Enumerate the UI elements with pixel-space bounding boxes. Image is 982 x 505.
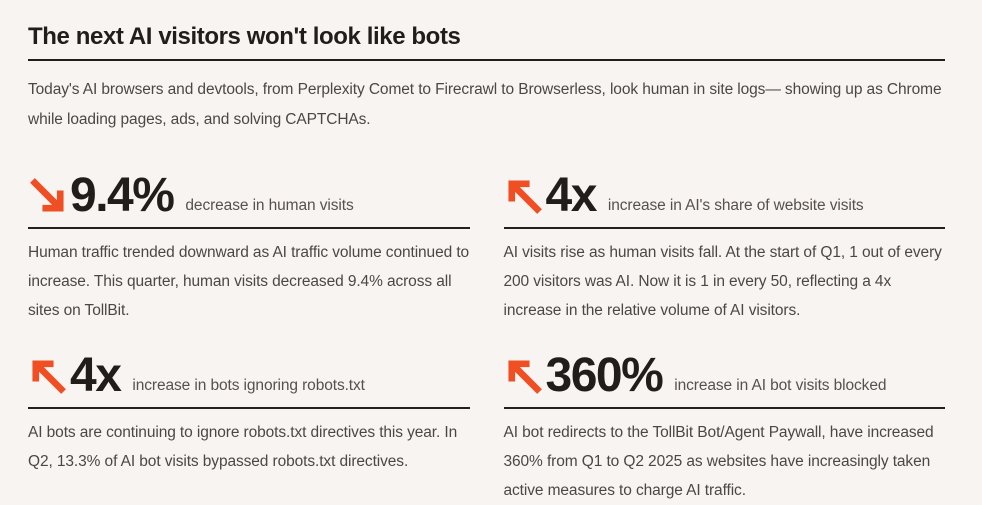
stat-value: 9.4% — [70, 169, 175, 222]
stat-card-robots-txt: 4x increase in bots ignoring robots.txt … — [28, 349, 470, 505]
page-title: The next AI visitors won't look like bot… — [28, 23, 461, 50]
stat-description: AI bots are continuing to ignore robots.… — [28, 424, 458, 470]
stat-description: AI bot redirects to the TollBit Bot/Agen… — [503, 424, 934, 499]
stat-label: decrease in human visits — [185, 197, 354, 214]
stat-head: 360% increase in AI bot visits blocked — [504, 349, 946, 402]
stat-divider — [28, 227, 470, 229]
stat-description: AI visits rise as human visits fall. At … — [503, 244, 942, 319]
stat-label: increase in AI bot visits blocked — [674, 377, 887, 394]
stat-card-ai-share: 4x increase in AI's share of website vis… — [503, 169, 946, 325]
arrow-up-left-icon — [32, 360, 66, 394]
title-divider — [28, 59, 945, 61]
stat-divider — [28, 407, 470, 409]
stat-head: 4x increase in bots ignoring robots.txt — [28, 349, 470, 402]
arrow-up-left-icon — [507, 180, 542, 214]
stat-divider — [503, 227, 945, 229]
stat-value: 360% — [545, 349, 664, 402]
arrow-down-right-icon — [30, 178, 64, 212]
stat-card-bot-blocked: 360% increase in AI bot visits blocked A… — [503, 349, 946, 505]
intro-paragraph: Today's AI browsers and devtools, from P… — [28, 81, 942, 128]
stat-head: 9.4% decrease in human visits — [28, 169, 470, 222]
arrow-up-left-icon — [507, 360, 542, 394]
stat-description: Human traffic trended downward as AI tra… — [28, 244, 470, 319]
stat-divider — [503, 407, 945, 409]
stat-head: 4x increase in AI's share of website vis… — [504, 169, 946, 222]
stat-value: 4x — [70, 349, 122, 402]
stat-label: increase in AI's share of website visits — [607, 197, 864, 214]
stats-grid: 9.4% decrease in human visits Human traf… — [28, 169, 946, 505]
stat-value: 4x — [545, 169, 598, 222]
stat-label: increase in bots ignoring robots.txt — [132, 377, 365, 394]
stat-card-human-visits: 9.4% decrease in human visits Human traf… — [28, 169, 470, 325]
